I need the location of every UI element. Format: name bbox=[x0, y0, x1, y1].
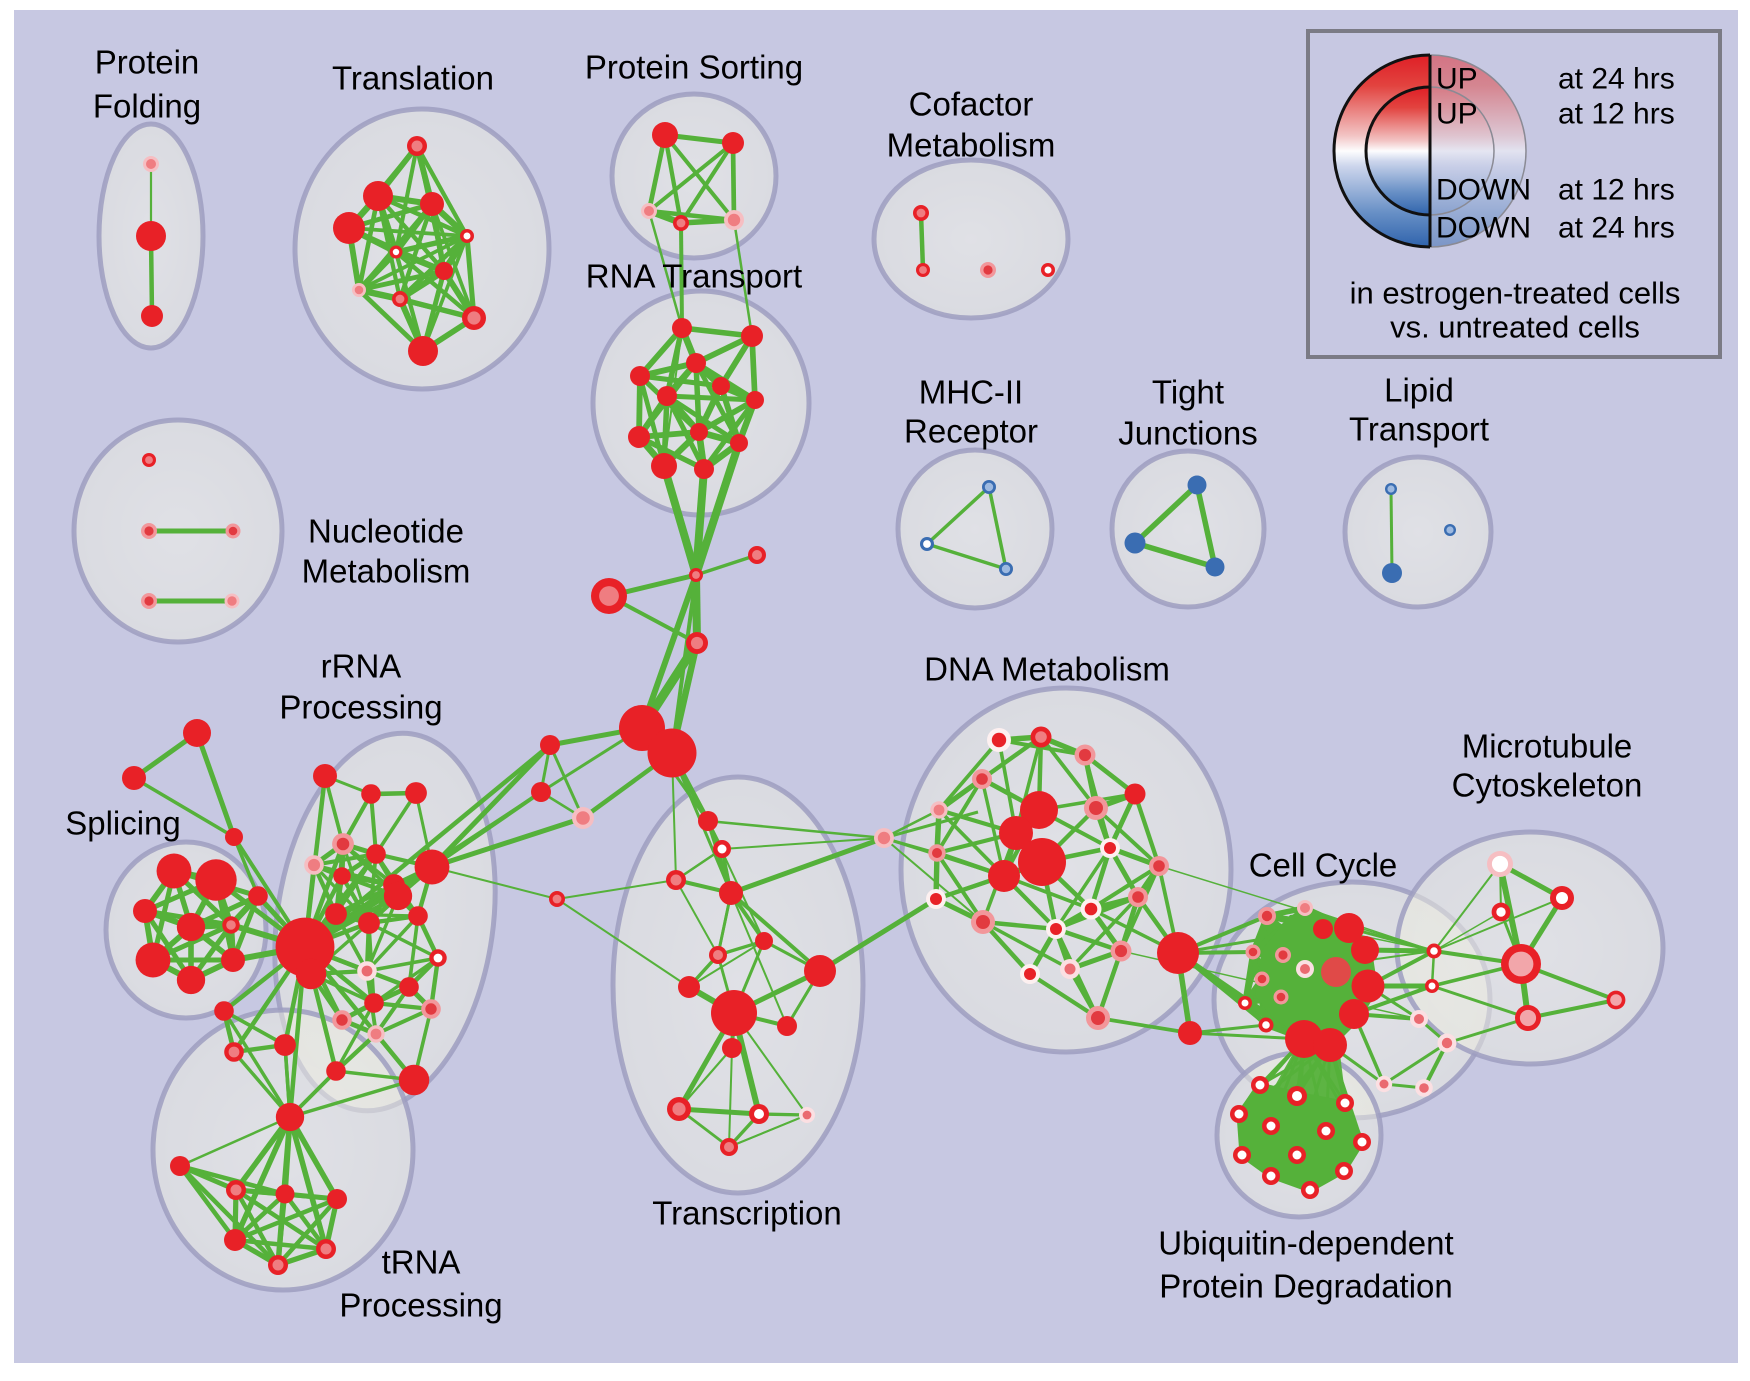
svg-text:Tight: Tight bbox=[1152, 374, 1224, 411]
svg-text:Metabolism: Metabolism bbox=[302, 553, 471, 590]
svg-text:vs. untreated cells: vs. untreated cells bbox=[1390, 310, 1640, 345]
svg-text:at 24 hrs: at 24 hrs bbox=[1558, 63, 1675, 96]
svg-text:DNA Metabolism: DNA Metabolism bbox=[924, 651, 1170, 688]
svg-text:Folding: Folding bbox=[93, 88, 201, 125]
svg-text:Cytoskeleton: Cytoskeleton bbox=[1452, 767, 1643, 804]
svg-text:Protein Sorting: Protein Sorting bbox=[585, 49, 803, 86]
svg-text:UP: UP bbox=[1436, 63, 1478, 96]
svg-text:Microtubule: Microtubule bbox=[1462, 728, 1633, 765]
svg-text:Lipid: Lipid bbox=[1384, 372, 1454, 409]
svg-text:MHC-II: MHC-II bbox=[919, 374, 1023, 411]
svg-text:Cofactor: Cofactor bbox=[909, 86, 1034, 123]
svg-text:Transport: Transport bbox=[1349, 411, 1489, 448]
svg-text:in estrogen-treated cells: in estrogen-treated cells bbox=[1350, 276, 1681, 311]
svg-text:Receptor: Receptor bbox=[904, 413, 1038, 450]
svg-text:Metabolism: Metabolism bbox=[887, 127, 1056, 164]
svg-text:at 24 hrs: at 24 hrs bbox=[1558, 212, 1675, 245]
svg-text:tRNA: tRNA bbox=[382, 1244, 461, 1281]
svg-text:Processing: Processing bbox=[279, 689, 442, 726]
svg-text:Nucleotide: Nucleotide bbox=[308, 513, 464, 550]
svg-text:RNA Transport: RNA Transport bbox=[586, 258, 802, 295]
svg-text:Protein Degradation: Protein Degradation bbox=[1159, 1268, 1453, 1305]
svg-text:Splicing: Splicing bbox=[65, 805, 181, 842]
svg-text:Translation: Translation bbox=[332, 60, 494, 97]
svg-text:DOWN: DOWN bbox=[1436, 174, 1531, 207]
svg-text:at 12 hrs: at 12 hrs bbox=[1558, 174, 1675, 207]
svg-text:Transcription: Transcription bbox=[652, 1195, 842, 1232]
svg-text:Junctions: Junctions bbox=[1118, 415, 1257, 452]
svg-text:at 12 hrs: at 12 hrs bbox=[1558, 98, 1675, 131]
svg-text:Protein: Protein bbox=[95, 44, 200, 81]
svg-text:DOWN: DOWN bbox=[1436, 212, 1531, 245]
svg-text:rRNA: rRNA bbox=[321, 648, 402, 685]
svg-text:Processing: Processing bbox=[339, 1287, 502, 1324]
svg-text:Cell Cycle: Cell Cycle bbox=[1249, 847, 1398, 884]
svg-text:Ubiquitin-dependent: Ubiquitin-dependent bbox=[1158, 1225, 1453, 1262]
svg-text:UP: UP bbox=[1436, 98, 1478, 131]
